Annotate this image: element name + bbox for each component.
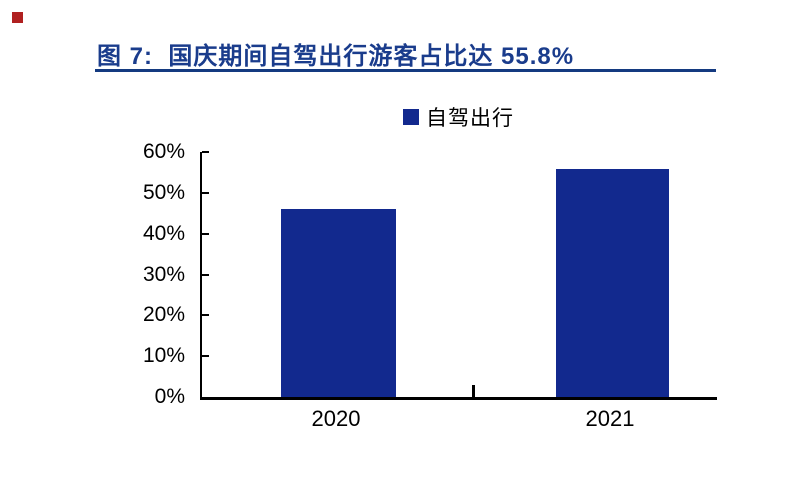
y-axis-tick xyxy=(202,314,209,317)
y-axis-tick xyxy=(202,232,209,235)
y-tick-label: 0% xyxy=(154,385,185,408)
plot-area xyxy=(200,151,717,400)
chart-legend: 自驾出行 xyxy=(403,102,514,132)
y-tick-label: 30% xyxy=(142,262,185,286)
y-tick-label: 40% xyxy=(142,221,185,245)
y-axis-tick xyxy=(202,151,209,153)
title-underline xyxy=(95,69,716,72)
report-bullet-marker xyxy=(12,12,23,23)
legend-label: 自驾出行 xyxy=(426,107,514,130)
x-axis-tick xyxy=(471,385,475,397)
y-axis-tick xyxy=(202,273,209,276)
y-tick-label: 20% xyxy=(142,303,185,327)
figure-title: 图 7: 国庆期间自驾出行游客占比达 55.8% xyxy=(97,43,575,70)
bar-2020 xyxy=(280,209,396,397)
x-category-label: 2021 xyxy=(585,406,635,431)
y-tick-label: 10% xyxy=(142,344,185,368)
x-category-label: 2020 xyxy=(311,406,361,431)
y-axis-tick xyxy=(202,191,209,194)
legend-swatch-icon xyxy=(403,109,419,125)
bar-2021 xyxy=(555,169,669,397)
y-tick-label: 50% xyxy=(142,180,185,204)
y-tick-label: 60% xyxy=(142,140,185,163)
y-axis-tick xyxy=(202,355,209,358)
